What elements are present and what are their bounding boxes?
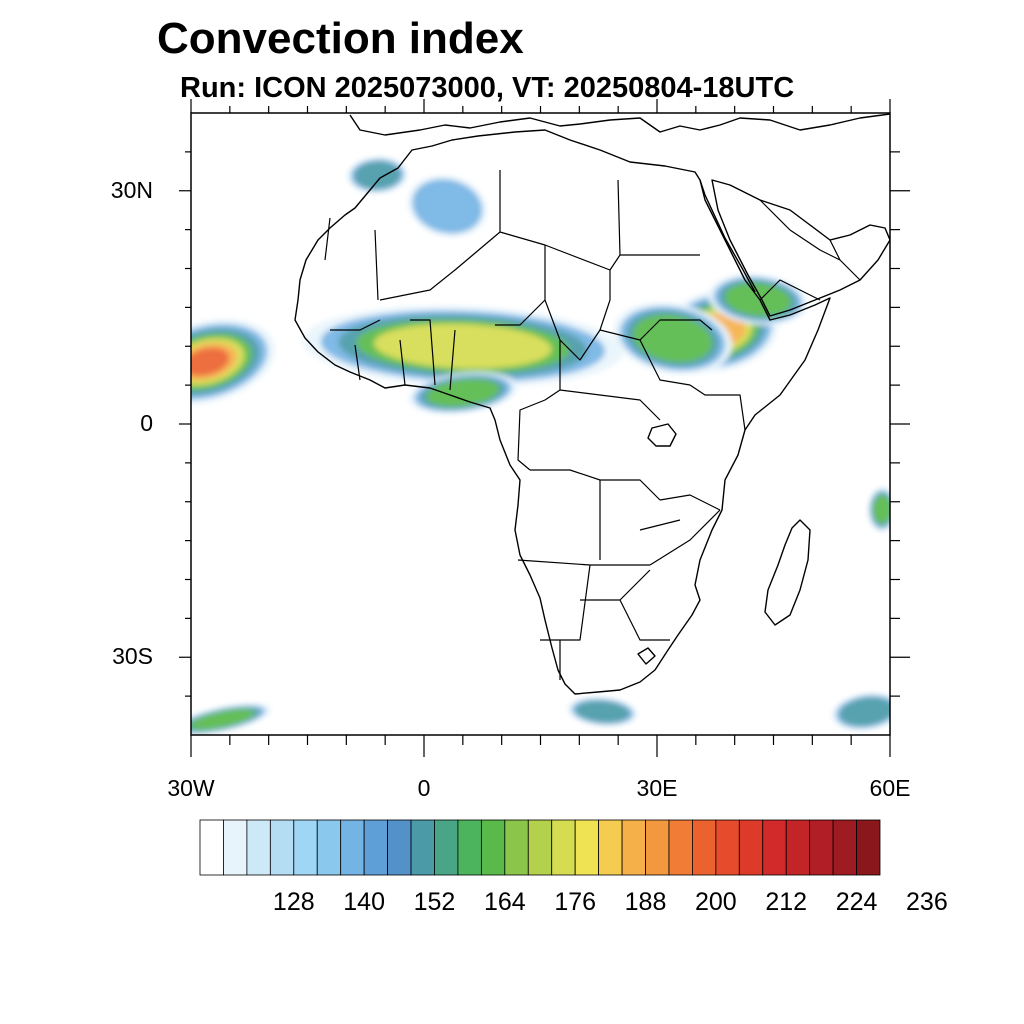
colorbar-swatch	[551, 819, 576, 876]
colorbar-swatch	[809, 819, 834, 876]
convection-cell-11	[831, 693, 890, 731]
lon-label: 60E	[869, 775, 911, 801]
lon-label: 0	[417, 775, 431, 801]
colorbar-tick-label: 224	[835, 888, 878, 916]
colorbar-swatch	[269, 819, 295, 876]
colorbar-swatch	[434, 819, 459, 876]
lat-label: 30N	[110, 176, 153, 203]
colorbar-tick-label: 176	[554, 888, 597, 916]
colorbar-tick-label: 128	[272, 888, 315, 916]
convection-cell-3	[708, 274, 808, 326]
colorbar-tick-label: 164	[483, 888, 526, 916]
convection-field	[191, 157, 890, 735]
red-sea-coast	[699, 179, 756, 293]
colorbar-swatch	[293, 819, 318, 876]
lat-label: 0	[140, 410, 153, 436]
colorbar-swatch	[363, 819, 388, 876]
colorbar-tick-label: 212	[765, 888, 808, 916]
colorbar-swatch	[692, 819, 717, 876]
colorbar-swatch	[645, 819, 670, 876]
axis-ticks	[179, 99, 910, 757]
colorbar-swatch	[785, 819, 811, 876]
colorbar	[199, 819, 881, 876]
convection-cell-4	[408, 371, 518, 414]
colorbar-swatch	[574, 819, 600, 876]
colorbar-swatch	[340, 819, 365, 876]
colorbar-swatch	[246, 819, 271, 876]
chart-title: Convection index	[157, 14, 524, 63]
convection-cell-10	[567, 697, 638, 726]
convection-cell-6	[347, 157, 408, 194]
colorbar-swatch	[199, 819, 224, 876]
convection-cell-0	[191, 319, 275, 405]
colorbar-swatch	[410, 819, 435, 876]
colorbar-swatch	[504, 819, 529, 876]
colorbar-swatch	[621, 819, 646, 876]
lat-label: 30S	[112, 643, 153, 670]
madagascar-coastline	[764, 519, 811, 626]
map-frame	[190, 112, 891, 736]
colorbar-swatch	[762, 819, 787, 876]
convection-cell-1	[302, 305, 623, 387]
colorbar-tick-label: 236	[906, 888, 948, 916]
country-borders	[324, 170, 861, 680]
chart-subtitle: Run: ICON 2025073000, VT: 20250804-18UTC	[180, 72, 795, 104]
convection-cell-7	[407, 175, 487, 237]
lake-victoria	[647, 423, 677, 447]
colorbar-swatch	[715, 819, 740, 876]
colorbar-swatch	[832, 819, 857, 876]
colorbar-swatch	[527, 819, 553, 876]
colorbar-swatch	[668, 819, 693, 876]
arabia-coastline	[711, 179, 890, 317]
convection-cell-9	[191, 703, 272, 735]
colorbar-tick-label: 140	[343, 888, 385, 916]
colorbar-swatch	[598, 819, 623, 876]
colorbar-tick-label: 188	[624, 888, 667, 916]
convection-cell-8	[868, 487, 890, 532]
lesotho-border	[637, 647, 656, 665]
coastlines-and-borders	[294, 113, 890, 695]
africa-coastline	[294, 129, 831, 695]
lon-label: 30E	[636, 775, 678, 801]
colorbar-swatch	[457, 819, 482, 876]
colorbar-tick-label: 200	[695, 888, 737, 916]
colorbar-tick-label: 152	[413, 888, 456, 916]
convection-cell-5	[613, 302, 732, 375]
colorbar-swatch	[738, 819, 764, 876]
colorbar-swatch	[480, 819, 506, 876]
colorbar-swatch	[223, 819, 248, 876]
lon-label: 30W	[167, 775, 215, 801]
colorbar-swatch	[387, 819, 412, 876]
colorbar-swatch	[856, 819, 881, 876]
colorbar-swatch	[316, 819, 342, 876]
europe-coastline	[349, 113, 890, 136]
